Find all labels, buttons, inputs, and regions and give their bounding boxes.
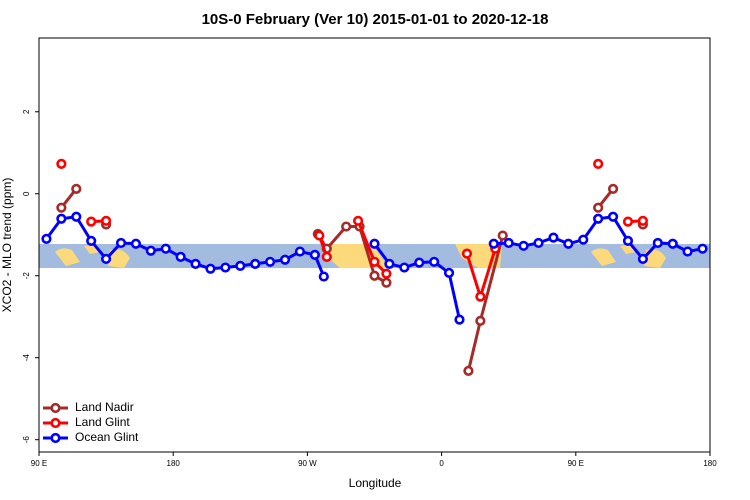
data-point — [593, 213, 604, 224]
x-tick-label: 180 — [167, 459, 181, 468]
data-point — [175, 251, 186, 262]
data-point — [622, 235, 634, 247]
x-tick-label: 90 E — [31, 459, 47, 468]
chart-title: 10S-0 February (Ver 10) 2015-01-01 to 20… — [202, 11, 549, 28]
data-point — [160, 243, 171, 254]
land-area — [55, 244, 130, 268]
data-point — [321, 251, 332, 262]
data-point — [250, 258, 261, 269]
data-point — [318, 271, 329, 282]
data-point — [548, 232, 559, 243]
data-point — [429, 256, 440, 267]
data-point — [637, 253, 649, 265]
series-line — [61, 189, 643, 371]
data-point — [381, 277, 392, 288]
y-tick-label: -4 — [22, 354, 31, 362]
data-point — [607, 183, 619, 194]
data-point — [341, 221, 352, 232]
y-tick-label: -6 — [22, 436, 31, 444]
y-tick-label: 2 — [22, 109, 31, 114]
data-point — [279, 254, 291, 265]
data-point — [56, 202, 67, 213]
data-point — [294, 246, 306, 257]
data-point — [190, 258, 201, 269]
data-point — [475, 291, 486, 302]
data-point — [637, 215, 649, 226]
data-point — [56, 158, 67, 169]
plot-frame — [38, 37, 711, 453]
x-tick-label: 90 W — [298, 459, 317, 468]
data-point — [414, 257, 425, 268]
data-point — [461, 248, 473, 259]
data-point — [563, 238, 574, 249]
data-point — [443, 267, 455, 278]
data-point — [265, 256, 276, 267]
data-point — [86, 216, 97, 227]
data-point — [533, 237, 544, 249]
data-point — [454, 314, 465, 325]
legend-label: Ocean Glint — [75, 430, 139, 444]
data-point — [56, 213, 67, 224]
data-point — [518, 240, 529, 251]
data-point — [497, 230, 508, 241]
data-point — [41, 233, 52, 244]
data-point — [622, 216, 634, 227]
data-point — [463, 365, 474, 376]
data-point — [381, 268, 392, 279]
data-point — [369, 238, 380, 249]
series-line — [45, 215, 703, 320]
data-point — [309, 249, 320, 260]
legend-label: Land Glint — [75, 415, 130, 429]
data-point — [488, 238, 499, 249]
legend-marker — [50, 402, 61, 414]
data-point — [667, 238, 678, 249]
data-point — [314, 230, 325, 241]
data-point — [220, 262, 231, 273]
data-point — [697, 243, 708, 254]
data-point — [145, 245, 156, 256]
x-tick-label: 90 E — [568, 459, 584, 468]
x-tick-label: 180 — [703, 459, 717, 468]
data-point — [399, 262, 410, 273]
data-point — [578, 234, 589, 245]
data-point — [503, 237, 514, 249]
data-point — [71, 211, 82, 222]
data-point — [369, 256, 380, 267]
legend-marker — [50, 417, 61, 429]
data-point — [475, 315, 486, 326]
data-point — [71, 183, 82, 194]
data-point — [682, 246, 693, 257]
data-point — [593, 158, 604, 169]
land-area — [591, 244, 666, 268]
data-point — [86, 235, 97, 247]
data-point — [100, 215, 112, 226]
legend-label: Land Nadir — [75, 400, 134, 414]
y-axis-label: XCO2 - MLO trend (ppm) — [0, 178, 14, 313]
data-point — [607, 211, 619, 222]
y-tick-label: -2 — [22, 272, 31, 280]
data-point — [593, 202, 604, 213]
data-point — [100, 253, 112, 265]
data-point — [369, 270, 380, 281]
data-point — [115, 237, 127, 249]
x-tick-label: 0 — [439, 459, 444, 468]
data-point — [130, 238, 142, 249]
x-axis-label: Longitude — [349, 476, 402, 490]
legend-marker — [50, 432, 61, 444]
data-point — [384, 258, 395, 269]
data-point — [352, 215, 364, 226]
data-point — [235, 260, 246, 272]
data-point — [205, 263, 216, 274]
data-point — [652, 237, 663, 249]
y-tick-label: 0 — [22, 191, 31, 196]
